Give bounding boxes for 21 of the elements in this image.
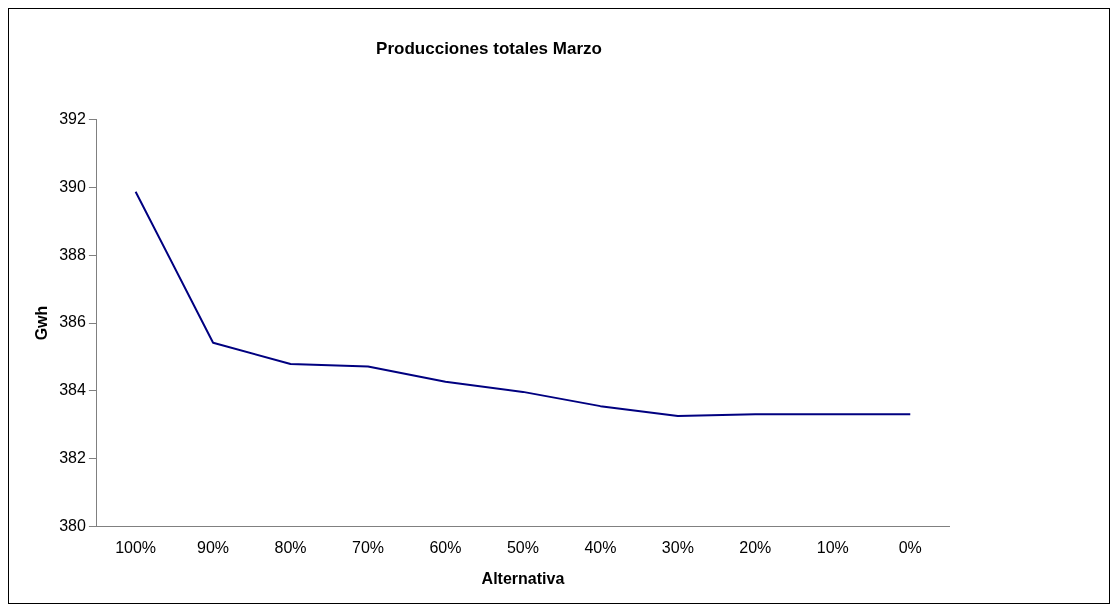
chart-title: Producciones totales Marzo bbox=[376, 38, 602, 58]
x-tick-label: 60% bbox=[429, 538, 462, 556]
x-axis-title: Alternativa bbox=[481, 569, 565, 587]
y-tick-label: 380 bbox=[59, 517, 86, 535]
x-tick-label: 80% bbox=[274, 538, 307, 556]
y-tick-label: 390 bbox=[59, 177, 86, 195]
y-tick-label: 392 bbox=[59, 109, 86, 127]
x-tick-label: 50% bbox=[506, 538, 539, 556]
x-tick-label: 20% bbox=[739, 538, 772, 556]
y-tick-label: 386 bbox=[59, 313, 86, 331]
y-tick-label: 388 bbox=[59, 245, 86, 263]
x-tick-label: 90% bbox=[197, 538, 230, 556]
x-tick-label: 10% bbox=[816, 538, 849, 556]
x-tick-label: 0% bbox=[898, 538, 922, 556]
y-tick-label: 382 bbox=[59, 449, 86, 467]
y-axis-title: Gwh bbox=[33, 305, 51, 341]
y-tick-label: 384 bbox=[59, 381, 86, 399]
x-tick-label: 30% bbox=[661, 538, 694, 556]
x-tick-label: 70% bbox=[352, 538, 385, 556]
x-tick-label: 40% bbox=[584, 538, 617, 556]
x-tick-label: 100% bbox=[115, 538, 157, 556]
